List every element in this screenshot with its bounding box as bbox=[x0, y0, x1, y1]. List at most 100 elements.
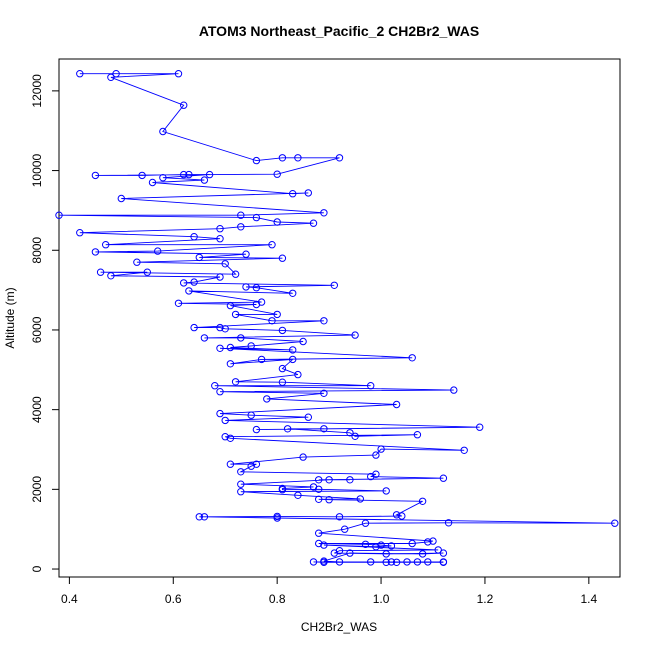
data-point bbox=[180, 101, 188, 109]
data-point bbox=[226, 343, 235, 352]
data-point bbox=[346, 429, 354, 437]
data-point bbox=[330, 549, 338, 557]
data-point bbox=[346, 549, 354, 557]
data-point bbox=[294, 154, 302, 162]
data-point bbox=[382, 550, 390, 558]
data-point bbox=[356, 495, 364, 503]
data-point bbox=[289, 190, 297, 198]
data-point bbox=[372, 543, 380, 551]
data-point bbox=[315, 495, 323, 503]
data-point bbox=[315, 485, 323, 493]
data-point bbox=[216, 225, 224, 233]
y-tick-label: 10000 bbox=[30, 154, 44, 188]
data-point bbox=[387, 542, 396, 550]
data-point bbox=[611, 519, 619, 527]
data-point bbox=[216, 235, 224, 243]
data-point bbox=[252, 213, 261, 222]
data-point bbox=[237, 468, 245, 476]
data-point bbox=[392, 558, 401, 566]
data-point bbox=[242, 250, 250, 258]
data-point bbox=[372, 451, 380, 459]
data-point bbox=[268, 241, 276, 249]
data-point bbox=[252, 300, 261, 309]
data-point bbox=[231, 270, 240, 278]
x-tick-label: 0.6 bbox=[165, 592, 182, 606]
data-point bbox=[361, 519, 370, 527]
data-point bbox=[205, 170, 214, 179]
data-point bbox=[320, 389, 328, 397]
data-point bbox=[377, 445, 385, 453]
data-point bbox=[76, 70, 84, 78]
data-point bbox=[304, 189, 312, 197]
data-point bbox=[278, 364, 287, 373]
y-axis-label: Altitude (m) bbox=[3, 287, 17, 348]
data-point bbox=[278, 486, 287, 494]
data-point bbox=[309, 219, 318, 227]
data-point bbox=[91, 171, 100, 180]
data-point bbox=[195, 253, 204, 262]
data-point bbox=[476, 423, 484, 431]
data-point bbox=[91, 248, 100, 256]
data-point bbox=[226, 301, 235, 310]
data-point bbox=[460, 446, 468, 454]
data-point bbox=[320, 425, 328, 433]
data-point bbox=[294, 370, 302, 379]
data-point bbox=[159, 174, 167, 182]
data-point bbox=[195, 513, 204, 521]
data-point bbox=[413, 558, 422, 566]
data-point bbox=[289, 355, 297, 364]
data-point bbox=[330, 281, 338, 289]
data-point bbox=[174, 70, 183, 78]
data-point bbox=[424, 558, 432, 566]
data-point bbox=[159, 127, 167, 136]
data-point bbox=[148, 178, 157, 187]
data-point bbox=[252, 425, 261, 434]
data-point bbox=[216, 273, 224, 281]
data-point bbox=[221, 325, 229, 333]
data-point bbox=[361, 540, 370, 548]
x-axis-label: CH2Br2_WAS bbox=[301, 620, 377, 634]
data-point bbox=[418, 550, 427, 558]
data-point bbox=[335, 558, 344, 566]
data-point bbox=[392, 400, 401, 409]
data-point bbox=[351, 432, 359, 440]
x-tick-label: 1.2 bbox=[477, 592, 494, 606]
data-point bbox=[367, 472, 375, 481]
data-point bbox=[200, 513, 209, 521]
data-point bbox=[117, 194, 126, 203]
data-point bbox=[278, 378, 287, 386]
data-point bbox=[252, 156, 261, 165]
data-point bbox=[252, 284, 261, 292]
data-point bbox=[273, 310, 281, 319]
data-point bbox=[190, 233, 198, 241]
data-point bbox=[133, 258, 141, 266]
data-point bbox=[273, 218, 281, 226]
data-point bbox=[143, 268, 152, 276]
data-point bbox=[237, 334, 245, 342]
chart-title: ATOM3 Northeast_Pacific_2 CH2Br2_WAS bbox=[199, 23, 479, 39]
data-point bbox=[325, 496, 333, 504]
data-point bbox=[320, 541, 328, 549]
x-axis: 0.4 0.6 0.8 1.0 1.2 1.4 bbox=[61, 576, 597, 606]
data-point bbox=[237, 223, 245, 231]
data-point bbox=[138, 171, 146, 180]
data-point bbox=[96, 268, 105, 276]
data-point bbox=[257, 355, 266, 364]
data-point bbox=[247, 411, 255, 419]
data-point bbox=[439, 474, 448, 482]
data-point bbox=[408, 539, 416, 548]
data-point bbox=[299, 453, 307, 461]
y-tick-label: 12000 bbox=[30, 74, 44, 108]
data-point bbox=[200, 176, 209, 184]
data-point bbox=[190, 323, 198, 332]
x-tick-label: 0.8 bbox=[269, 592, 286, 606]
data-point bbox=[377, 541, 385, 549]
data-point bbox=[341, 525, 349, 533]
data-point bbox=[107, 272, 115, 280]
data-point bbox=[190, 278, 198, 286]
data-point bbox=[252, 460, 261, 468]
data-point bbox=[367, 382, 375, 390]
data-point bbox=[387, 558, 396, 566]
x-tick-label: 1.0 bbox=[373, 592, 390, 606]
